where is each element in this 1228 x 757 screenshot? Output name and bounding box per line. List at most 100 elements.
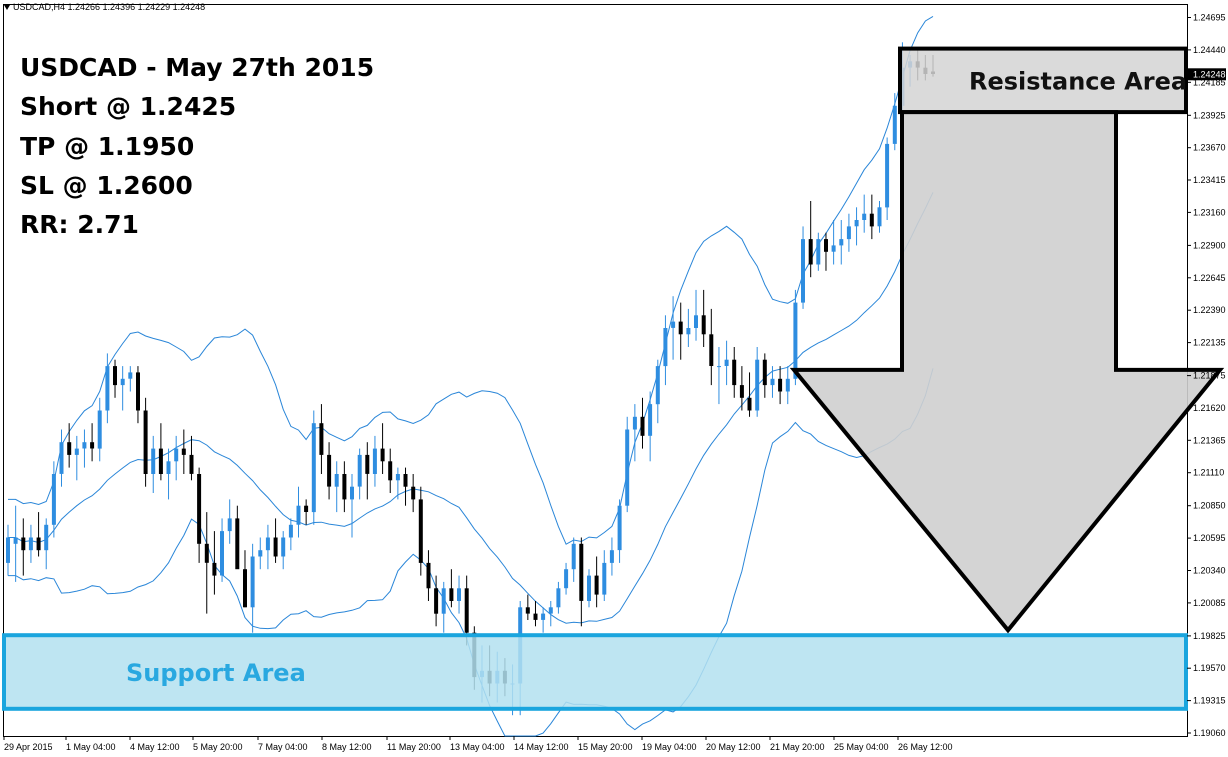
candle (724, 340, 729, 386)
candle (395, 467, 400, 500)
candle (877, 201, 882, 233)
candle (739, 366, 744, 411)
candle (181, 429, 186, 474)
x-tick-label: 25 May 04:00 (834, 742, 889, 752)
candle (556, 581, 561, 614)
candle-body (770, 378, 775, 386)
candle-body (839, 239, 844, 246)
candle-body (579, 543, 584, 601)
trade-notes: USDCAD - May 27th 2015 Short @ 1.2425 TP… (20, 48, 374, 244)
x-tick-label: 11 May 20:00 (387, 742, 441, 752)
candle (13, 505, 18, 582)
x-tick-label: 13 May 04:00 (450, 742, 505, 752)
candle-body (525, 607, 530, 614)
note-entry: Short @ 1.2425 (20, 92, 237, 122)
candle-body (587, 575, 591, 601)
candle-body (640, 416, 645, 436)
candle (434, 575, 439, 627)
candle (548, 601, 553, 627)
candle (350, 474, 354, 538)
candle (587, 569, 591, 608)
candle-body (694, 315, 698, 328)
y-tick-label: 1.23415 (1193, 175, 1226, 185)
candle-body (82, 442, 87, 449)
candle-body (564, 569, 569, 589)
candle-body (747, 397, 752, 411)
candle (319, 404, 324, 474)
candle (892, 93, 897, 151)
candle-body (671, 321, 676, 328)
candle-body (197, 474, 202, 544)
candle-body (174, 448, 179, 462)
candle (372, 435, 377, 487)
y-tick-label: 1.22135 (1193, 338, 1226, 348)
candle (74, 435, 79, 481)
y-tick-label: 1.21365 (1193, 435, 1226, 445)
candle (36, 512, 41, 557)
candle-body (319, 423, 324, 455)
candle-body (831, 245, 836, 252)
candle (51, 461, 56, 538)
x-tick-label: 15 May 20:00 (578, 742, 633, 752)
candle-body (227, 518, 232, 532)
x-tick-label: 19 May 04:00 (642, 742, 697, 752)
candle (824, 232, 828, 271)
candle (90, 423, 95, 462)
candle (357, 448, 362, 500)
x-tick-label: 26 May 12:00 (898, 742, 953, 752)
candle-body (74, 448, 79, 455)
candle (426, 550, 431, 601)
candle-body (59, 442, 64, 474)
resistance-area-label: Resistance Area (969, 67, 1187, 95)
zones: Resistance Area Support Area (2, 46, 1225, 711)
candle-body (701, 315, 706, 335)
candle-body (220, 531, 224, 576)
candle (785, 366, 790, 405)
candle (609, 537, 614, 576)
candle-body (28, 537, 33, 551)
candle (717, 347, 721, 405)
y-tick-label: 1.24695 (1193, 13, 1226, 23)
candle-body (732, 359, 737, 386)
candle (212, 531, 217, 595)
candle (67, 423, 72, 468)
candle-body (113, 366, 117, 386)
candle (258, 537, 263, 570)
candle-body (808, 239, 813, 265)
candle-body (892, 105, 897, 144)
candle (128, 366, 133, 392)
candle-body (342, 474, 347, 500)
candle-body (411, 486, 416, 500)
dropdown-triangle-icon[interactable] (4, 5, 10, 11)
x-tick-label: 21 May 20:00 (770, 742, 825, 752)
candle-body (380, 448, 385, 462)
candle (250, 543, 255, 633)
candle-body (862, 213, 867, 220)
note-title: USDCAD - May 27th 2015 (20, 53, 375, 82)
candle-body (36, 537, 41, 551)
candle (801, 226, 805, 309)
candle-body (212, 562, 217, 576)
candle (113, 359, 117, 398)
candle (403, 467, 408, 506)
candle-body (311, 423, 316, 513)
candle-body (464, 588, 469, 633)
candle-body (778, 378, 783, 392)
candle-body (548, 607, 553, 614)
candle-body (724, 359, 729, 366)
candle (831, 220, 836, 265)
candle (174, 435, 179, 481)
candle (265, 524, 270, 570)
candle-body (609, 550, 614, 563)
candle-body (327, 454, 332, 487)
x-tick-label: 1 May 04:00 (66, 742, 116, 752)
candle (564, 562, 569, 595)
candle (411, 474, 416, 513)
candle-body (426, 562, 431, 589)
resistance-area-box (898, 46, 1188, 115)
y-tick-label: 1.24440 (1193, 45, 1226, 55)
candle-body (801, 239, 805, 303)
y-tick-label: 1.20340 (1193, 566, 1226, 576)
y-tick-label: 1.20085 (1193, 598, 1226, 608)
y-tick-label: 1.20595 (1193, 533, 1226, 543)
